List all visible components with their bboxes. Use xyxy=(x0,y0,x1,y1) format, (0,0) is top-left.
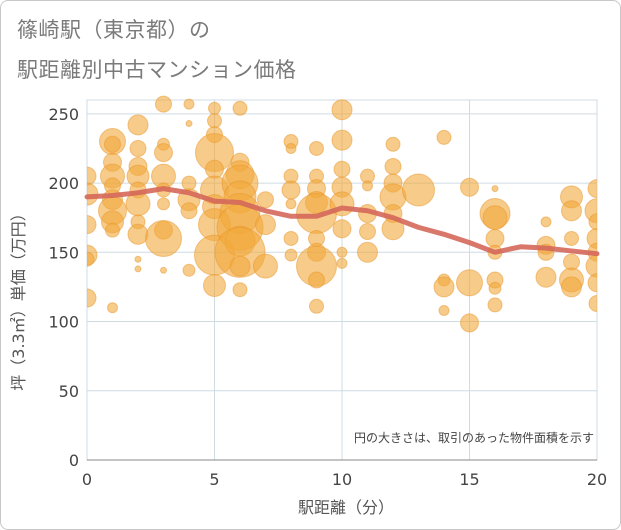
y-tick-label: 50 xyxy=(59,382,79,401)
bubble-point xyxy=(336,246,348,258)
bubble-point xyxy=(181,175,197,191)
bubble-point xyxy=(564,230,579,246)
bubble-point xyxy=(332,219,352,239)
x-tick-label: 20 xyxy=(587,470,607,489)
bubble-point xyxy=(104,135,121,153)
y-tick-label: 0 xyxy=(69,451,79,470)
bubble-point xyxy=(535,266,557,288)
bubble-point xyxy=(284,248,298,262)
bubble-point xyxy=(384,157,402,175)
x-tick-label: 10 xyxy=(332,470,352,489)
tick-labels: 0 50 100 150 200 250 0 5 10 15 20 xyxy=(48,105,607,489)
bubble-point xyxy=(491,185,499,193)
bubble-point xyxy=(402,173,435,207)
bubble-point xyxy=(436,129,452,145)
bubble-point xyxy=(203,274,226,298)
bubble-point xyxy=(134,265,142,273)
bubble-point xyxy=(357,241,378,263)
bubble-point xyxy=(540,216,552,228)
bubble-point xyxy=(308,271,325,289)
bubble-point xyxy=(359,223,376,241)
bubble-point xyxy=(229,255,251,277)
bubble-point xyxy=(283,230,299,246)
bubble-point xyxy=(214,226,266,278)
bubble-point xyxy=(145,219,182,257)
bubble-point xyxy=(460,313,479,333)
bubble-point xyxy=(107,302,118,314)
y-axis-label: 坪（3.3㎡）単価（万円） xyxy=(9,205,28,390)
bubble-point xyxy=(157,197,170,211)
x-tick-label: 0 xyxy=(82,470,92,489)
bubble-point xyxy=(585,254,597,278)
bubble-point xyxy=(87,251,95,267)
y-tick-label: 100 xyxy=(48,313,79,332)
bubble-point xyxy=(87,288,97,308)
bubble-size-note: 円の大きさは、取引のあった物件面積を示す xyxy=(354,430,594,445)
bubble-point xyxy=(460,177,479,197)
bubbles xyxy=(87,95,597,333)
y-tick-label: 250 xyxy=(48,105,79,124)
bubble-point xyxy=(488,281,502,295)
bubble-point xyxy=(232,100,248,116)
bubble-point xyxy=(127,114,149,136)
bubble-point xyxy=(208,101,221,115)
bubble-point xyxy=(485,228,505,248)
bubble-point xyxy=(561,276,582,298)
bubble-point xyxy=(487,297,503,313)
x-axis-label: 駅距離（分） xyxy=(298,498,394,517)
bubble-point xyxy=(154,143,173,163)
bubble-point xyxy=(285,142,297,154)
trend-line-group xyxy=(84,186,600,257)
bubble-point xyxy=(561,200,582,222)
bubble-point xyxy=(129,139,147,157)
bubble-point xyxy=(333,160,351,178)
bubble-point xyxy=(588,213,597,231)
bubble-point xyxy=(331,99,353,121)
bubble-point xyxy=(87,215,97,235)
bubble-point xyxy=(155,95,172,113)
bubble-point xyxy=(385,136,401,152)
bubble-point xyxy=(336,257,348,269)
average-price-line xyxy=(84,186,600,257)
bubble-point xyxy=(285,198,297,210)
bubble-point xyxy=(183,98,195,110)
chart-title-line-1: 篠崎駅（東京都）の xyxy=(17,18,211,42)
bubble-point xyxy=(185,120,193,128)
y-tick-label: 200 xyxy=(48,174,79,193)
bubble-point xyxy=(482,205,508,231)
bubble-point xyxy=(438,304,450,316)
bubble-point xyxy=(362,180,373,192)
bubble-point xyxy=(253,253,278,279)
bubble-point xyxy=(588,295,597,313)
bubble-point xyxy=(587,179,597,199)
bubble-point xyxy=(281,180,301,200)
bubble-point xyxy=(180,202,198,220)
x-tick-label: 15 xyxy=(459,470,479,489)
bubble-point xyxy=(309,298,324,314)
bubble-point xyxy=(255,214,276,236)
bubble-point xyxy=(160,266,167,274)
bubble-point xyxy=(456,269,483,297)
bubble-point xyxy=(257,191,274,209)
bubble-point xyxy=(232,282,248,298)
bubble-point xyxy=(105,222,120,238)
bubble-point xyxy=(433,276,455,298)
chart-title-line-2: 駅距離別中古マンション価格 xyxy=(17,58,297,82)
x-tick-label: 5 xyxy=(209,470,219,489)
y-tick-label: 150 xyxy=(48,243,79,262)
bubble-point xyxy=(87,166,97,186)
bubble-point xyxy=(134,255,142,263)
bubble-point xyxy=(127,223,149,245)
bubble-point xyxy=(331,129,353,151)
bubble-point xyxy=(207,113,222,129)
bubble-point xyxy=(182,263,196,277)
bubble-point xyxy=(587,273,597,293)
bubble-point xyxy=(309,140,324,156)
